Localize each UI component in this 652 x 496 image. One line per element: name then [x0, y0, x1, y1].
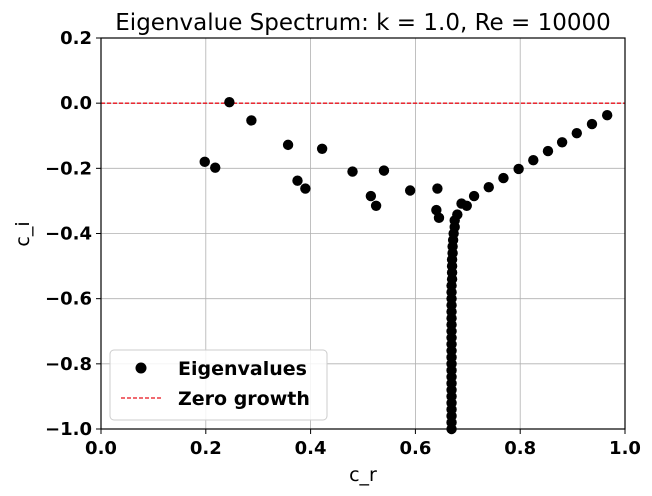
- eigenvalue-point: [513, 163, 524, 175]
- eigenvalue-points: [199, 96, 613, 435]
- legend: Eigenvalues Zero growth: [109, 349, 328, 421]
- legend-zero-growth-label: Zero growth: [178, 388, 310, 410]
- eigenvalue-point: [224, 96, 235, 108]
- y-tick-label: −0.4: [45, 224, 92, 245]
- eigenvalue-point: [586, 118, 598, 130]
- eigenvalue-point: [300, 183, 311, 194]
- y-ticks: 0.2 0.0 −0.2 −0.4 −0.6 −0.8 −1.0: [45, 28, 101, 440]
- eigenvalue-point: [246, 115, 257, 126]
- x-tick-label: 1.0: [609, 438, 641, 459]
- eigenvalue-point: [282, 139, 294, 151]
- eigenvalue-point: [601, 110, 613, 121]
- eigenvalue-point: [556, 137, 568, 148]
- eigenvalue-point: [199, 156, 210, 168]
- eigenvalue-point: [542, 145, 554, 157]
- y-tick-label: −0.2: [45, 158, 92, 179]
- x-tick-label: 0.4: [295, 438, 327, 459]
- x-ticks: 0.0 0.2 0.4 0.6 0.8 1.0: [85, 429, 641, 459]
- eigenvalue-point: [468, 190, 480, 202]
- eigenvalue-point: [404, 185, 416, 196]
- y-tick-label: −1.0: [45, 419, 92, 440]
- legend-eigenvalues-marker: [135, 362, 147, 374]
- eigenvalue-point: [316, 143, 328, 154]
- eigenvalue-point: [210, 162, 221, 173]
- y-tick-label: −0.8: [45, 354, 92, 375]
- x-axis-label: c_r: [349, 464, 377, 486]
- eigenvalue-point: [431, 204, 442, 216]
- eigenvalue-point: [433, 212, 445, 224]
- eigenvalue-point: [365, 190, 377, 202]
- y-tick-label: 0.0: [60, 93, 92, 114]
- x-tick-label: 0.0: [85, 438, 117, 459]
- eigenvalue-point: [461, 200, 472, 212]
- eigenvalue-point: [483, 182, 494, 193]
- x-tick-label: 0.2: [190, 438, 222, 459]
- legend-box: [109, 349, 328, 421]
- y-tick-label: 0.2: [60, 28, 92, 49]
- eigenvalue-point: [432, 183, 443, 194]
- eigenvalue-point: [378, 165, 390, 176]
- eigenvalue-point: [370, 200, 382, 212]
- y-axis-label: c_i: [12, 221, 34, 246]
- eigenvalue-point: [292, 175, 303, 186]
- chart-title: Eigenvalue Spectrum: k = 1.0, Re = 10000: [115, 10, 610, 36]
- eigenvalue-point: [498, 172, 509, 184]
- x-tick-label: 0.6: [399, 438, 431, 459]
- y-tick-label: −0.6: [45, 289, 92, 310]
- eigenvalue-point: [571, 127, 582, 139]
- x-tick-label: 0.8: [504, 438, 536, 459]
- legend-eigenvalues-label: Eigenvalues: [178, 358, 307, 380]
- eigenvalue-point: [347, 166, 358, 177]
- eigenvalue-point: [528, 154, 539, 166]
